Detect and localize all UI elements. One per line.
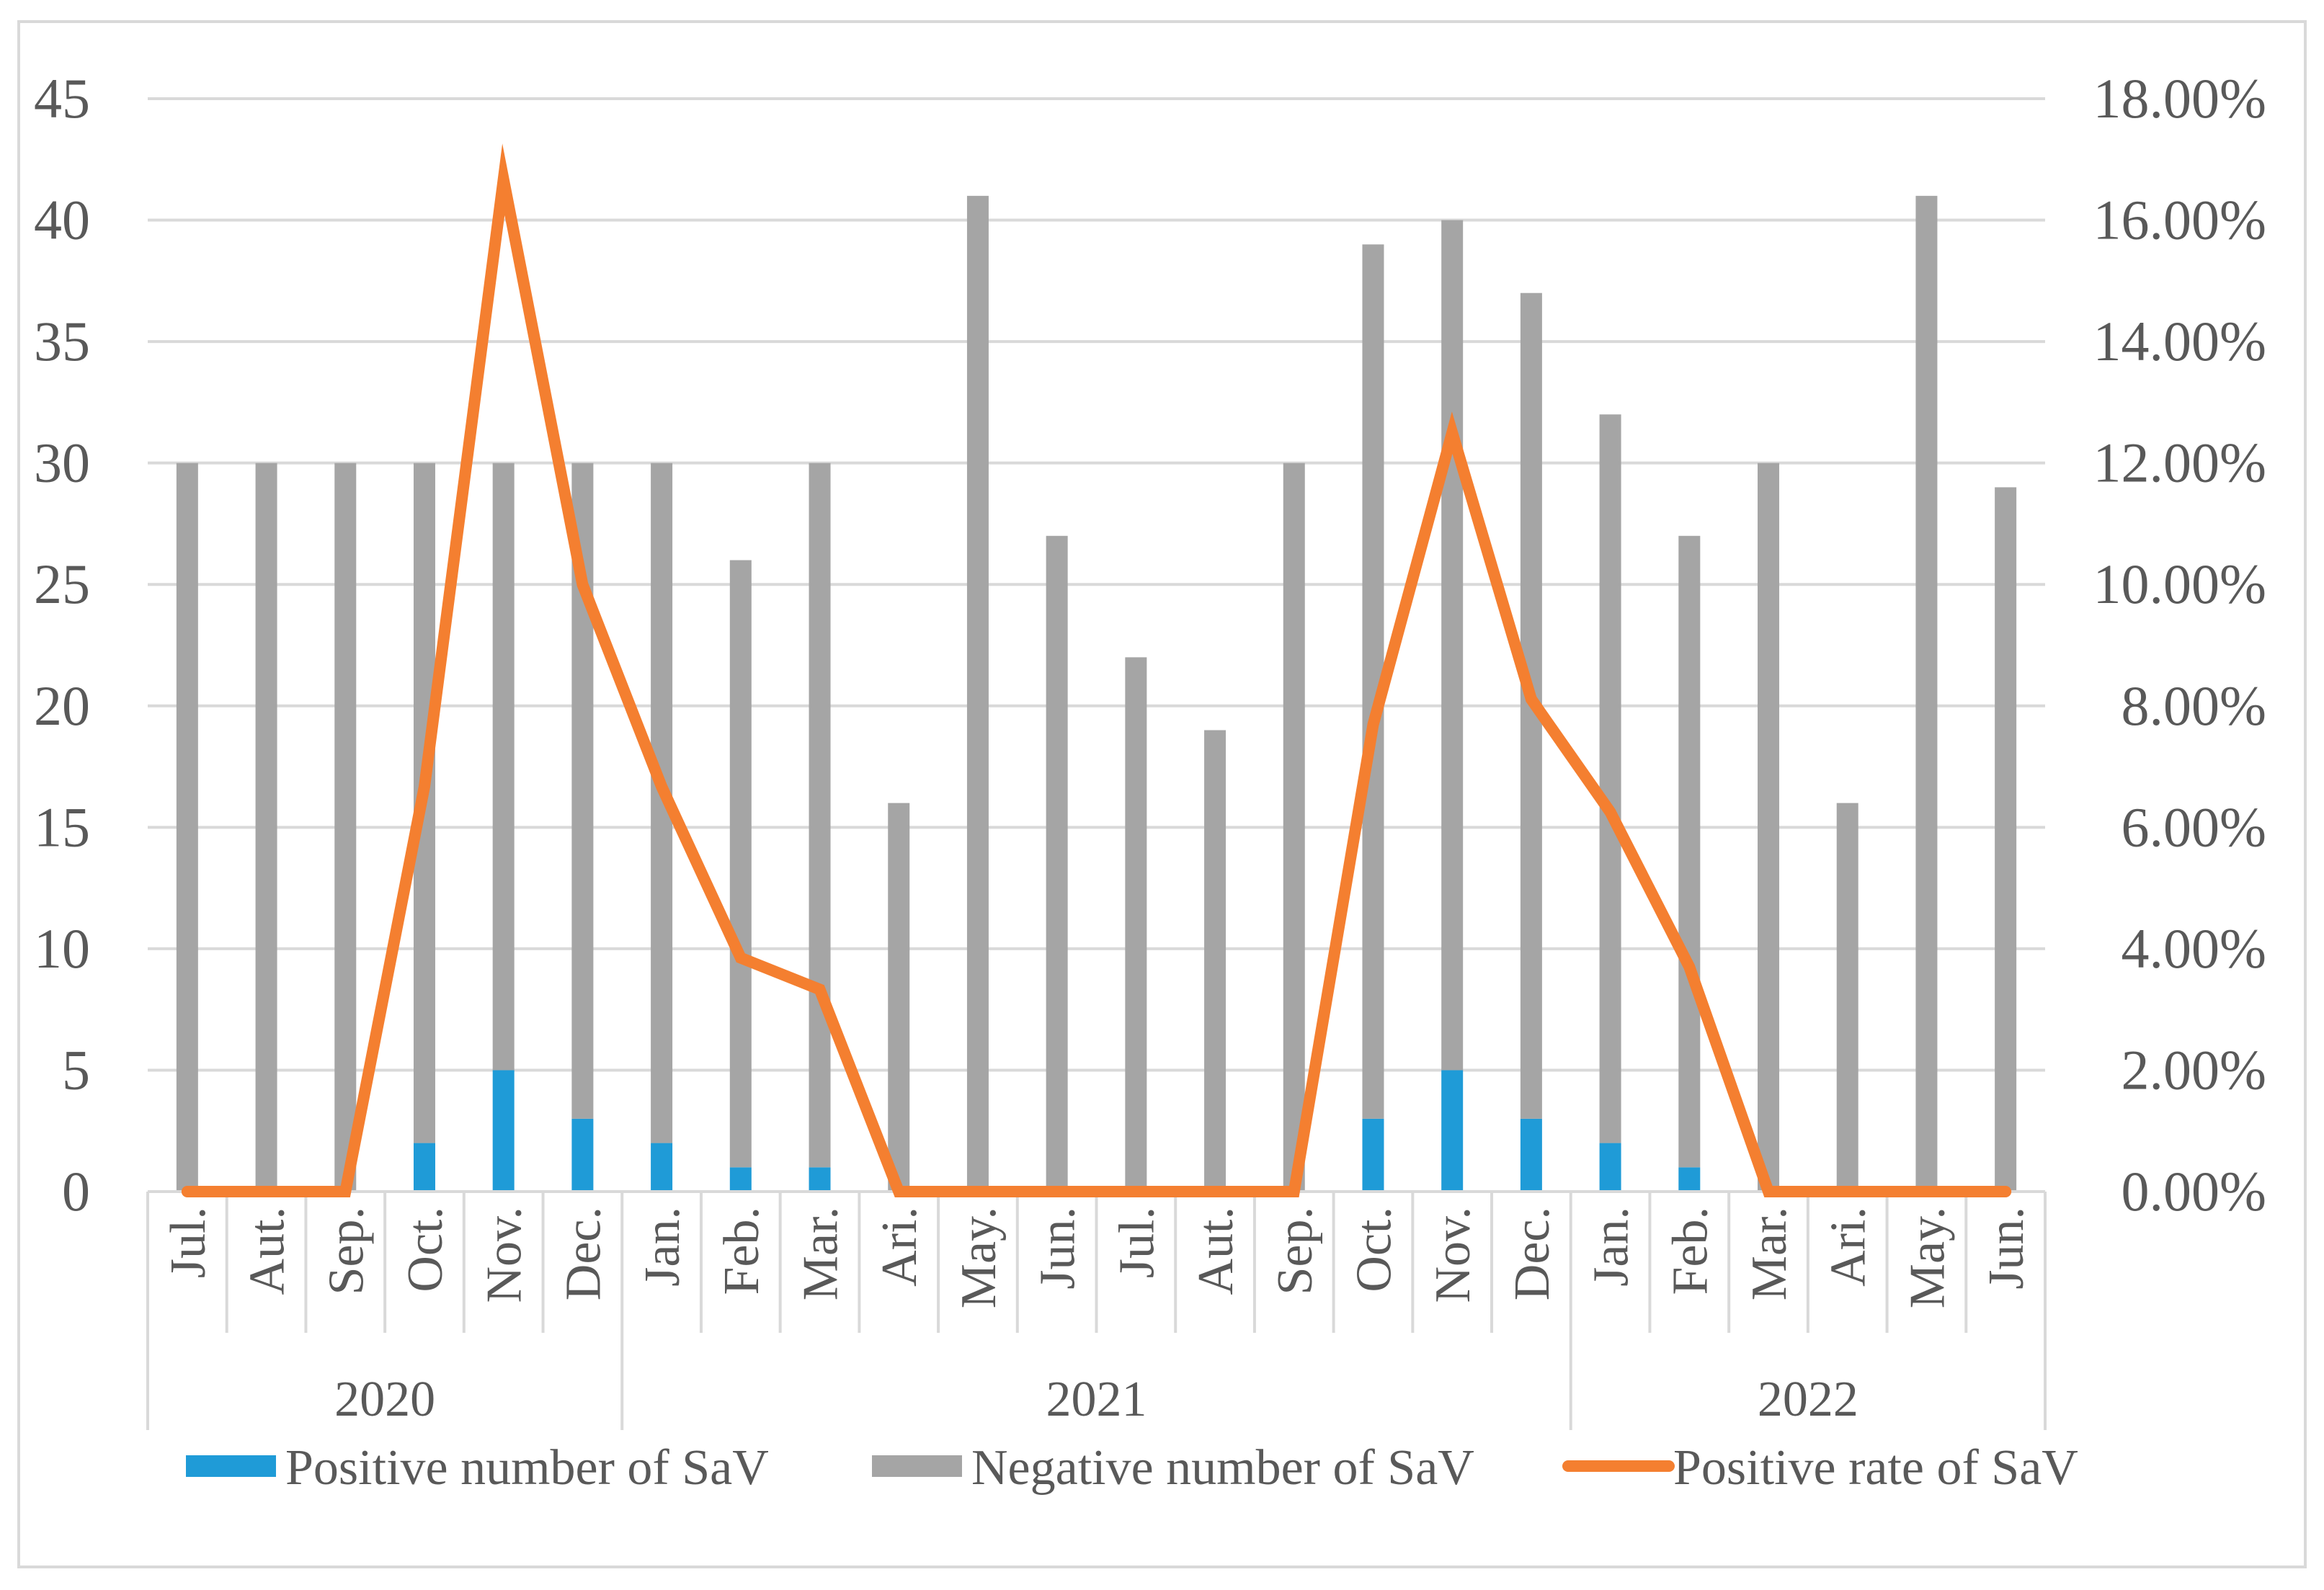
x-tick-label: Oct.	[398, 1207, 453, 1292]
bar-negative	[888, 803, 910, 1192]
x-tick-label: Nov.	[477, 1207, 533, 1303]
y-right-tick-label: 14.00%	[2093, 310, 2266, 372]
x-tick-label: Mar.	[1742, 1207, 1797, 1300]
bar-negative	[1046, 535, 1068, 1192]
bar-negative	[1836, 803, 1858, 1192]
x-tick-label: May.	[1900, 1207, 1955, 1308]
x-tick-label: Sep.	[1268, 1207, 1323, 1295]
y-left-tick-label: 0	[62, 1160, 90, 1223]
bar-negative	[176, 463, 198, 1192]
bar-negative	[1441, 220, 1464, 1071]
bar-negative	[966, 195, 989, 1192]
x-tick-label: Aut.	[240, 1207, 295, 1295]
legend-label-positive: Positive number of SaV	[285, 1440, 769, 1496]
bar-negative	[1204, 730, 1226, 1192]
x-tick-label: Mar.	[793, 1207, 849, 1300]
bar-negative	[729, 560, 752, 1168]
y-left-tick-label: 40	[34, 189, 90, 251]
x-tick-label: Ari.	[1821, 1207, 1876, 1287]
x-tick-label: Jan.	[635, 1207, 690, 1287]
y-right-tick-label: 16.00%	[2093, 189, 2266, 251]
legend-swatch-positive	[186, 1455, 276, 1477]
x-tick-label: Dec.	[1505, 1207, 1560, 1300]
x-tick-label: Nov.	[1425, 1207, 1481, 1303]
x-tick-label: Jul.	[1109, 1207, 1165, 1278]
bar-negative	[1758, 463, 1780, 1192]
x-tick-label: Jun.	[1030, 1207, 1086, 1290]
year-label: 2022	[1758, 1372, 1858, 1427]
bar-positive	[571, 1118, 594, 1192]
bar-negative	[1599, 414, 1621, 1143]
rate-line	[181, 143, 2012, 1197]
bar-positive	[1678, 1167, 1701, 1192]
x-tick-label: Ari.	[872, 1207, 927, 1287]
bar-positive	[651, 1143, 673, 1192]
bars	[176, 195, 2017, 1192]
bar-positive	[1362, 1118, 1384, 1192]
x-tick-label: Aut.	[1188, 1207, 1244, 1295]
x-tick-label: Jun.	[1979, 1207, 2034, 1290]
y-right-tick-label: 18.00%	[2093, 67, 2266, 130]
bar-positive	[1599, 1143, 1621, 1192]
x-tick-label: Feb.	[1662, 1207, 1718, 1295]
bar-positive	[1520, 1118, 1542, 1192]
rate-series-line	[181, 143, 2012, 1197]
x-tick-label: Sep.	[319, 1207, 374, 1295]
y-left-tick-label: 45	[34, 67, 90, 130]
bar-positive	[1441, 1070, 1464, 1192]
y-right-tick-label: 2.00%	[2122, 1038, 2266, 1101]
y-right-tick-label: 12.00%	[2093, 432, 2266, 494]
y-right-tick-label: 0.00%	[2122, 1160, 2266, 1223]
y-right-tick-label: 4.00%	[2122, 917, 2266, 980]
x-tick-label: Jan.	[1584, 1207, 1639, 1287]
x-tick-label: Dec.	[556, 1207, 611, 1300]
bar-positive	[809, 1167, 831, 1192]
right-y-axis: 0.00% 2.00% 4.00% 6.00% 8.00% 10.00% 12.00% 14.…	[2093, 67, 2266, 1223]
y-right-tick-label: 10.00%	[2093, 553, 2266, 615]
legend-label-rate: Positive rate of SaV	[1673, 1440, 2078, 1496]
legend-swatch-negative	[872, 1455, 962, 1477]
year-label: 2020	[334, 1372, 435, 1427]
y-left-tick-label: 35	[34, 310, 90, 372]
bar-negative	[255, 463, 277, 1192]
legend: Positive number of SaV Negative number of…	[186, 1440, 2078, 1496]
y-left-tick-label: 20	[34, 674, 90, 737]
bar-negative	[334, 463, 357, 1192]
left-y-axis: 0 5 10 15 20 25 30 35 40 45	[34, 67, 90, 1223]
bar-negative	[1283, 463, 1305, 1192]
x-tick-label: Feb.	[714, 1207, 770, 1295]
bar-negative	[1678, 535, 1701, 1168]
bar-positive	[413, 1143, 435, 1192]
year-label: 2021	[1046, 1372, 1147, 1427]
x-tick-label: May.	[951, 1207, 1007, 1308]
bar-negative	[1125, 657, 1147, 1192]
y-left-tick-label: 10	[34, 917, 90, 980]
y-right-tick-label: 8.00%	[2122, 674, 2266, 737]
bar-positive	[492, 1070, 515, 1192]
bar-negative	[492, 463, 515, 1071]
y-left-tick-label: 25	[34, 553, 90, 615]
y-right-tick-label: 6.00%	[2122, 795, 2266, 858]
bar-negative	[1995, 487, 2017, 1192]
bar-negative	[809, 463, 831, 1168]
y-left-tick-label: 30	[34, 432, 90, 494]
y-left-tick-label: 15	[34, 795, 90, 858]
y-left-tick-label: 5	[62, 1038, 90, 1101]
bar-negative	[1915, 195, 1938, 1192]
x-tick-label: Jul.	[161, 1207, 216, 1278]
category-axis: 2020 2021 2022 Jul. Aut. Sep. Oct. Nov. Dec. Jan.…	[146, 1190, 2047, 1430]
x-tick-label: Oct.	[1346, 1207, 1402, 1292]
legend-label-negative: Negative number of SaV	[971, 1440, 1474, 1496]
chart-frame	[17, 20, 2307, 1568]
bar-positive	[729, 1167, 752, 1192]
